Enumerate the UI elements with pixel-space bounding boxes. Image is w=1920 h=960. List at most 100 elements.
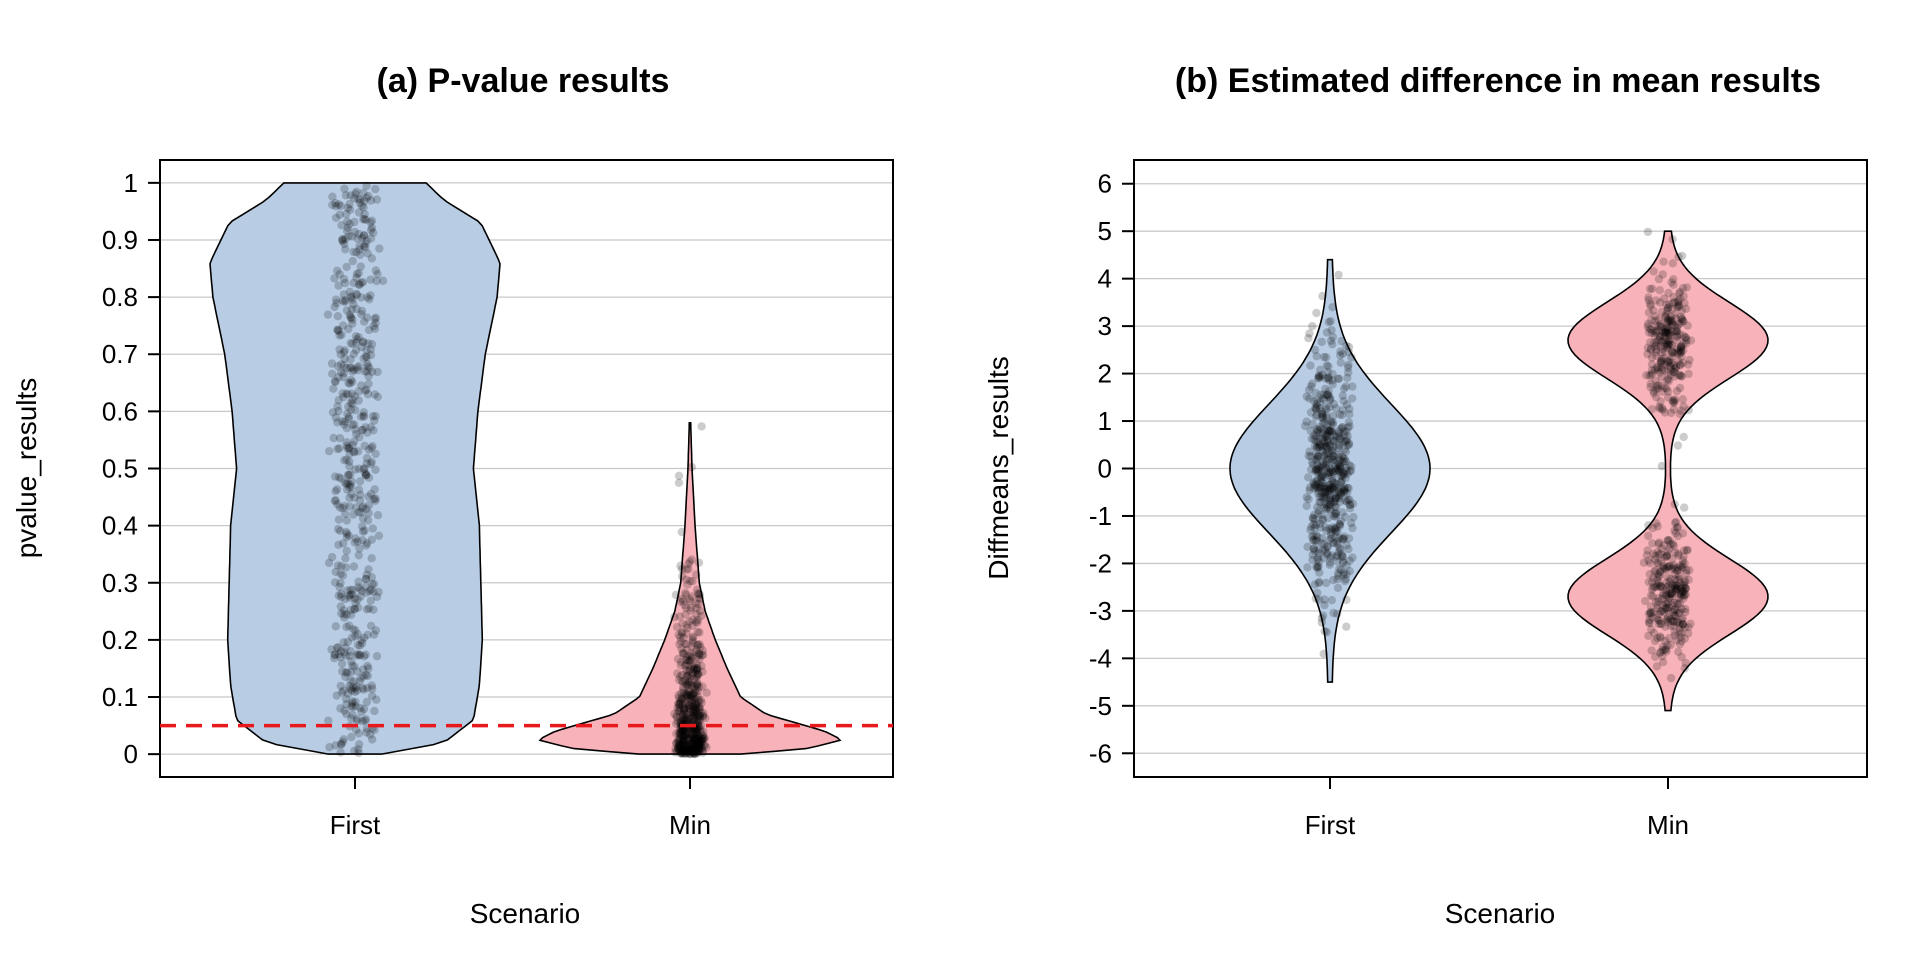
data-point [1669,367,1678,377]
data-point [1668,580,1677,589]
data-point [670,709,679,719]
data-point [1681,590,1691,599]
data-point [1314,545,1324,554]
data-point [1336,478,1346,487]
data-point [1670,372,1679,381]
data-point [1657,348,1666,357]
data-point [338,296,348,305]
data-point [373,270,382,279]
data-point [1674,302,1684,311]
data-point [1331,494,1340,503]
data-point [324,558,334,568]
data-point [1660,332,1669,342]
data-point [364,565,373,574]
data-point [1311,432,1321,441]
data-point [1644,328,1654,337]
data-point [369,321,378,331]
data-point [352,289,361,299]
data-point [1646,345,1655,355]
data-point [346,676,355,685]
data-point [1644,293,1653,302]
data-point [1326,553,1335,562]
data-point [675,712,685,722]
data-point [333,362,343,371]
data-point [1328,443,1338,452]
data-point [1336,347,1345,356]
data-point [1684,369,1693,379]
data-point [1304,495,1313,504]
data-point [1345,461,1354,470]
data-point [678,740,687,749]
data-point [340,297,349,307]
data-point [361,243,370,252]
data-point [1649,306,1658,315]
data-point [1663,328,1672,337]
data-point [1665,355,1674,364]
data-point [694,741,703,750]
data-point [1655,368,1664,377]
data-point [363,683,372,693]
data-point [1347,353,1356,362]
data-point [1328,303,1337,312]
data-point [342,262,351,272]
data-point [692,734,701,743]
data-point [689,689,698,698]
data-point [1657,557,1666,566]
data-point [686,738,696,748]
data-point [692,708,701,717]
data-point [676,706,685,715]
data-point [344,412,353,421]
data-point [1657,354,1667,364]
data-point [676,728,685,738]
data-point [678,694,687,703]
data-point [1652,341,1661,350]
data-point [1645,559,1655,568]
data-point [672,622,682,632]
data-point [1318,442,1327,451]
data-point [1663,356,1672,366]
data-point [1676,319,1685,328]
data-point [1665,536,1674,545]
data-point [686,606,695,615]
data-point [1658,600,1668,610]
data-point [1666,312,1676,321]
data-point [349,349,359,359]
data-point [678,726,687,735]
data-point [1666,540,1676,549]
data-point [362,236,371,245]
data-point [1663,336,1672,345]
data-point [366,350,376,360]
data-point [1325,395,1335,405]
data-point [697,698,706,707]
data-point [676,632,685,642]
data-point [370,725,379,735]
data-point [1326,468,1335,477]
data-point [675,700,684,709]
data-point [1666,340,1675,349]
data-point [1320,487,1330,497]
data-point [350,594,359,603]
data-point [693,627,702,637]
data-point [1684,575,1693,584]
data-point [687,555,696,564]
data-point [1662,551,1672,560]
data-point [357,201,366,210]
data-point [1331,482,1340,492]
data-point [1341,574,1351,584]
data-point [681,730,691,739]
data-point [366,345,375,354]
data-point [1338,468,1348,477]
data-point [1677,406,1686,415]
data-point [1330,502,1340,512]
data-point [1338,423,1348,432]
data-point [1670,364,1679,374]
data-point [336,602,345,611]
data-point [1664,581,1673,590]
data-point [1649,267,1658,276]
data-point [675,703,684,712]
data-point [1671,586,1680,595]
data-point [686,576,695,586]
data-point [1325,486,1334,496]
data-point [680,694,689,703]
data-point [690,748,699,757]
